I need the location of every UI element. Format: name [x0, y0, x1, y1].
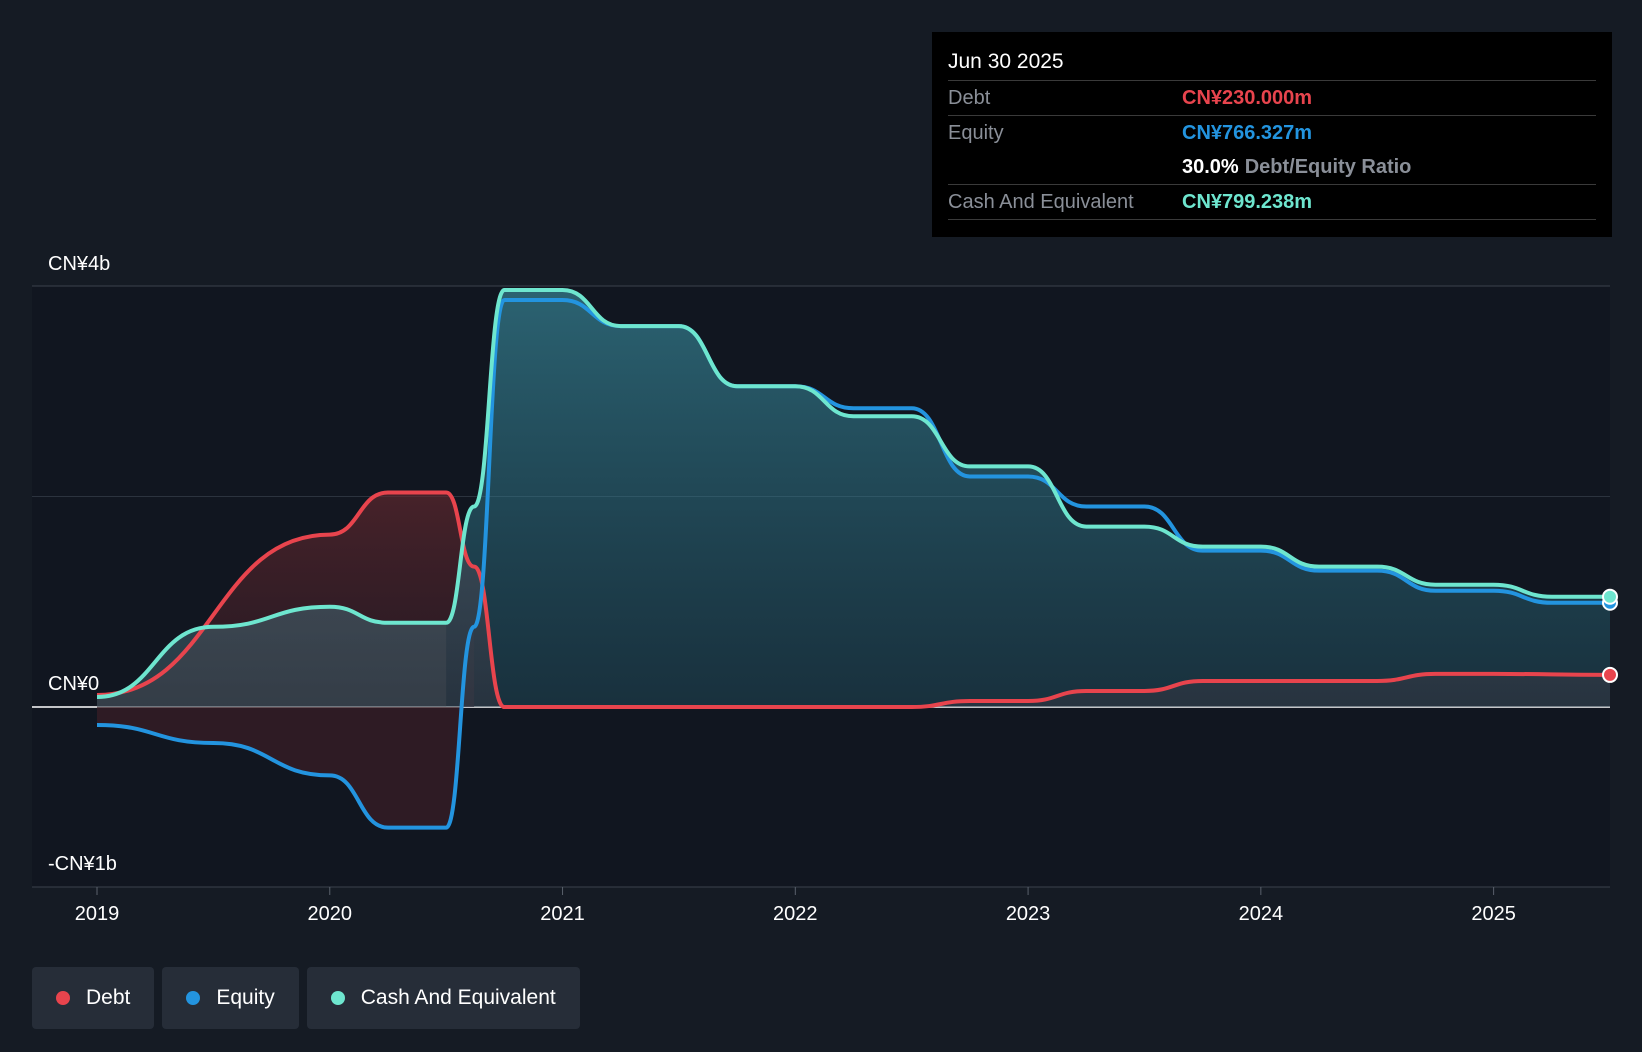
- tooltip-cash-row: Cash And Equivalent CN¥799.238m: [948, 185, 1596, 220]
- cash-early-area: [97, 606, 447, 707]
- legend-item-equity[interactable]: Equity: [162, 967, 299, 1029]
- tooltip: Jun 30 2025 Debt CN¥230.000m Equity CN¥7…: [932, 32, 1612, 237]
- tooltip-debt-row: Debt CN¥230.000m: [948, 81, 1596, 116]
- x-tick-label: 2021: [540, 903, 585, 925]
- equity-dot-icon: [186, 991, 201, 1005]
- cash-area: [97, 290, 1610, 707]
- x-tick-label: 2019: [75, 903, 120, 925]
- tooltip-date: Jun 30 2025: [948, 44, 1596, 81]
- legend-item-cash[interactable]: Cash And Equivalent: [306, 967, 580, 1029]
- y-tick-label-top: CN¥4b: [48, 253, 110, 275]
- equity-negative-area: [97, 626, 475, 828]
- legend-label-debt: Debt: [86, 986, 131, 1009]
- legend: Debt Equity Cash And Equivalent: [32, 967, 580, 1029]
- tooltip-debt-value: CN¥230.000m: [1182, 87, 1313, 109]
- y-tick-label-zero: CN¥0: [48, 673, 99, 695]
- cash-line: [96, 288, 1610, 699]
- x-tick-label: 2023: [1006, 903, 1051, 925]
- legend-item-debt[interactable]: Debt: [32, 967, 155, 1029]
- tooltip-equity-label: Equity: [948, 122, 1004, 144]
- tooltip-equity-row: Equity CN¥766.327m: [948, 116, 1596, 150]
- tooltip-cash-value: CN¥799.238m: [1182, 191, 1313, 213]
- debt-end-marker: [1602, 666, 1618, 683]
- tooltip-ratio-row: 30.0% Debt/Equity Ratio: [948, 150, 1596, 185]
- tooltip-debt-label: Debt: [948, 87, 991, 109]
- tooltip-ratio-label: Debt/Equity Ratio: [1244, 156, 1412, 178]
- x-tick-label: 2025: [1471, 903, 1516, 925]
- tooltip-equity-value: CN¥766.327m: [1182, 122, 1313, 144]
- x-tick-label: 2020: [308, 903, 353, 925]
- debt-line: [96, 490, 1611, 709]
- cash-dot-icon: [330, 991, 345, 1005]
- x-tick-label: 2024: [1239, 903, 1284, 925]
- debt-dot-icon: [56, 991, 70, 1005]
- tooltip-ratio-value: 30.0%: [1182, 156, 1239, 178]
- legend-label-cash: Cash And Equivalent: [360, 986, 556, 1009]
- legend-label-equity: Equity: [216, 986, 275, 1009]
- y-tick-label-bottom: -CN¥1b: [48, 853, 117, 875]
- x-tick-label: 2022: [773, 903, 818, 925]
- tooltip-cash-label: Cash And Equivalent: [948, 191, 1134, 213]
- cash-end-marker: [1602, 588, 1618, 605]
